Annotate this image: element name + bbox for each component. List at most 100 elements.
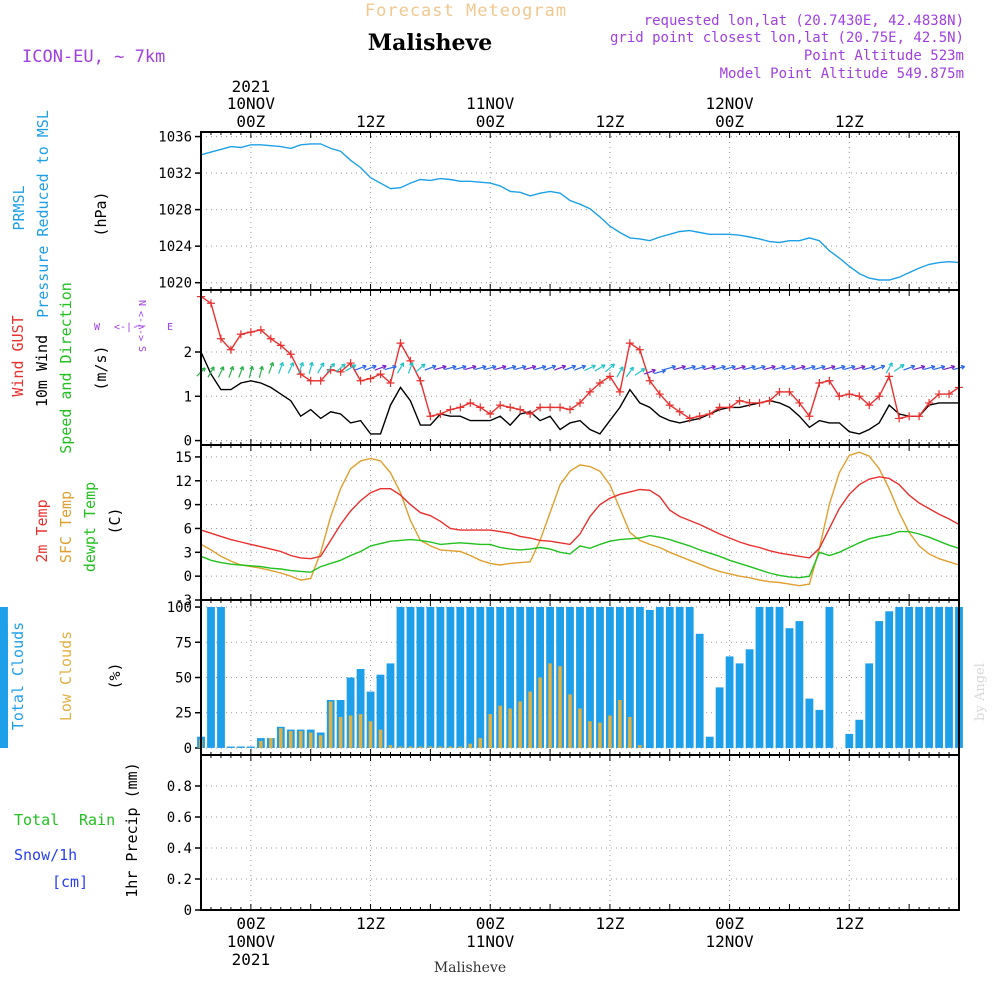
total-cloud-bar: [805, 698, 814, 748]
wind-direction-arrow: [634, 368, 646, 376]
wind-gust-point: [895, 414, 904, 423]
requested-coords: requested lon,lat (20.7430E, 42.4838N): [644, 13, 964, 29]
low-cloud-bar: [618, 700, 622, 748]
wind-gust-point: [715, 403, 724, 412]
wind-direction-arrow: [903, 364, 916, 371]
wind-gust-point: [805, 412, 814, 421]
wind-direction-arrow: [673, 364, 686, 371]
low-cloud-bar: [279, 728, 283, 748]
t2m-line: [200, 476, 960, 560]
low-cloud-bar: [508, 708, 512, 748]
total-cloud-bar: [486, 607, 495, 748]
total-cloud-bar: [496, 607, 505, 748]
low-cloud-bar: [269, 738, 273, 748]
total-cloud-bar: [845, 733, 854, 748]
wind-gust-point: [426, 412, 435, 421]
bottom-date-label: 11NOV: [466, 932, 515, 951]
wind-gust-point: [476, 403, 485, 412]
wind-gust-point: [645, 376, 654, 385]
pressure-label-desc: Pressure Reduced to MSL: [34, 110, 52, 318]
wind-panel: 0 1 2: [184, 289, 966, 450]
wind-gust-point: [695, 412, 704, 421]
total-cloud-bar: [925, 607, 933, 748]
wind-gust-point: [945, 390, 954, 399]
low-cloud-bar: [608, 715, 612, 748]
total-cloud-bar: [0, 607, 8, 748]
total-cloud-bar: [606, 607, 614, 748]
wind-gust-point: [785, 387, 794, 396]
temp-sfc-label: SFC Temp: [57, 491, 75, 563]
low-cloud-bar: [588, 721, 592, 748]
total-cloud-bar: [366, 691, 375, 748]
total-cloud-bar: [536, 607, 544, 748]
low-cloud-bar: [638, 745, 642, 748]
low-cloud-bar: [578, 708, 582, 748]
low-cloud-bar: [528, 691, 532, 748]
wind-direction-arrow: [434, 364, 447, 371]
total-cloud-bar: [576, 607, 584, 748]
wind-direction-arrow: [278, 361, 284, 374]
total-cloud-bar: [705, 736, 714, 748]
total-cloud-bar: [476, 607, 485, 748]
pressure-unit: (hPa): [92, 191, 110, 236]
low-cloud-bar: [358, 714, 363, 748]
wind-gust-point: [815, 379, 824, 387]
total-cloud-bar: [596, 607, 604, 748]
clouds-ytick-label: 50: [175, 671, 192, 687]
total-cloud-bar: [506, 607, 515, 748]
wind-gust-point: [566, 405, 575, 414]
wind-direction-arrow: [464, 364, 477, 371]
bottom-hour-label: 00Z: [715, 914, 744, 933]
low-cloud-bar: [259, 740, 263, 748]
precip-panel: 0 0.2 0.4 0.6 0.8: [167, 754, 960, 919]
low-cloud-bar: [628, 717, 632, 748]
total-cloud-bar: [416, 607, 425, 748]
wind-gust-point: [236, 330, 245, 339]
wind-gust-point: [865, 401, 874, 410]
wind-direction-arrow: [317, 362, 325, 374]
low-cloud-bar: [309, 732, 313, 748]
compass-s: S: [136, 346, 147, 352]
total-cloud-bar: [526, 607, 534, 748]
total-cloud-bar: [237, 746, 245, 748]
total-cloud-bar: [376, 674, 385, 748]
total-cloud-bar: [885, 611, 894, 748]
temp-dewpt-label: dewpt Temp: [81, 482, 99, 572]
total-cloud-bar: [636, 607, 644, 748]
wind-direction-arrow: [863, 364, 876, 371]
wind-gust-point: [795, 398, 804, 407]
low-cloud-bar: [438, 746, 443, 748]
wind-gust-point: [336, 367, 345, 376]
wind-direction-arrow: [554, 364, 567, 371]
temp-ytick-label: 15: [175, 450, 192, 466]
temp-ytick-label: 6: [184, 521, 192, 537]
pressure-panel: 1020 1024 1028 1032 1036: [158, 130, 960, 292]
wind-gust-point: [216, 334, 225, 343]
precip-ytick-label: 0.2: [167, 872, 192, 888]
wind-direction-arrow: [663, 364, 677, 371]
total-cloud-bar: [745, 649, 754, 748]
wind-gust-point: [276, 341, 285, 350]
model-label: ICON-EU, ~ 7km: [22, 47, 165, 67]
top-hour-label: 12Z: [595, 112, 624, 131]
wind-direction-arrow: [248, 365, 254, 378]
pressure-background: [201, 132, 959, 290]
wind-gust-point: [925, 398, 934, 407]
total-cloud-bar: [895, 607, 904, 748]
low-cloud-bar: [398, 746, 403, 748]
pressure-ytick-label: 1024: [158, 239, 192, 255]
wind-direction-arrow: [217, 366, 225, 378]
low-cloud-bar: [558, 666, 562, 748]
wind-gust-point: [595, 379, 604, 387]
wind-direction-arrow: [454, 364, 467, 371]
low-cloud-bar: [568, 694, 572, 748]
wind-gust-point: [446, 405, 455, 414]
total-cloud-bar: [665, 607, 674, 748]
wind-gust-point: [735, 396, 744, 405]
top-hour-label: 00Z: [715, 112, 744, 131]
low-cloud-bar: [498, 705, 502, 748]
total-cloud-bar: [217, 607, 225, 748]
wind-gust-point: [246, 328, 255, 337]
top-date-label: 10NOV: [227, 94, 276, 113]
